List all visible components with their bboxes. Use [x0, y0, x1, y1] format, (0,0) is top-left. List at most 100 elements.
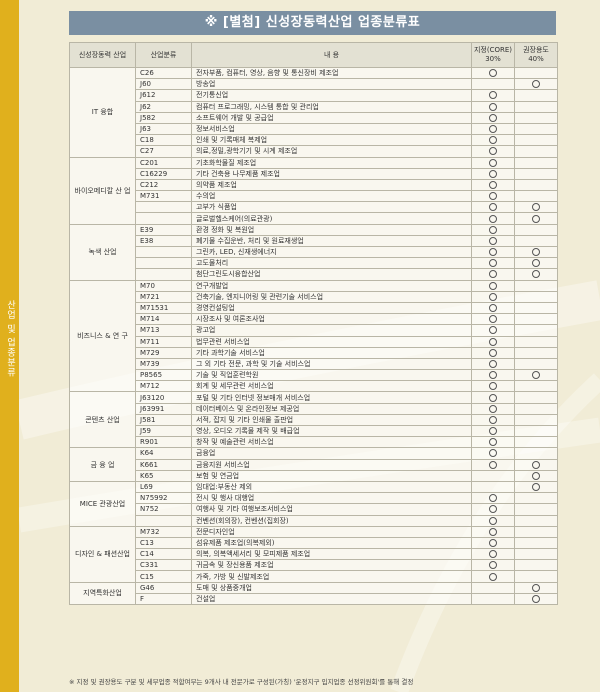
- industry-group-name: MICE 관광산업: [69, 480, 136, 527]
- industry-code: M71531: [135, 301, 192, 315]
- industry-content: 기타 건축용 나무제품 제조업: [191, 167, 472, 180]
- industry-code: [135, 257, 192, 270]
- circle-mark-icon: [489, 259, 497, 268]
- industry-content: 여행사 및 기타 여행보조서비스업: [191, 503, 472, 516]
- industry-content: 컨벤션(회의장), 컨벤션(집회장): [191, 514, 472, 527]
- industry-code: R901: [135, 436, 192, 449]
- designation-mark-cell: [471, 212, 515, 225]
- recommended-mark-cell: [514, 436, 558, 449]
- recommended-mark-cell: [514, 503, 558, 516]
- header-designation: 지정(CORE) 30%: [471, 42, 515, 68]
- table-row: M729 기타 과학기술 서비스업: [70, 346, 558, 359]
- circle-mark-icon: [532, 248, 540, 257]
- table-row: J63991 데이터베이스 및 온라인정보 제공업: [70, 402, 558, 415]
- header-designation-line2: 30%: [485, 55, 501, 63]
- table-row: 녹색 산업 E39 환경 정화 및 복원업: [69, 223, 558, 281]
- industry-content: 포털 및 기타 인터넷 정보매개 서비스업: [191, 391, 472, 404]
- table-row: J63 정보서비스업: [70, 122, 558, 136]
- industry-code: G46: [135, 581, 192, 594]
- industry-content: 임대업:부동산 제외: [191, 480, 472, 494]
- industry-content: 전문디자인업: [191, 525, 472, 538]
- circle-mark-icon: [532, 259, 540, 268]
- table-row: P8565 기술 및 직업훈련학원: [70, 369, 558, 382]
- designation-mark-cell: [471, 570, 515, 583]
- industry-content: 회계 및 세무관련 서비스업: [191, 380, 472, 393]
- recommended-mark-cell: [514, 223, 558, 236]
- designation-mark-cell: [471, 245, 515, 259]
- table-row: R901 창작 및 예술관련 서비스업: [70, 436, 558, 449]
- designation-mark-cell: [471, 335, 515, 348]
- recommended-mark-cell: [514, 424, 558, 438]
- industry-code: J612: [135, 89, 192, 102]
- designation-mark-cell: [471, 559, 515, 572]
- industry-content: 창작 및 예술관련 서비스업: [191, 436, 472, 449]
- recommended-mark-cell: [514, 548, 558, 561]
- table-row: J612 전기통신업: [70, 89, 558, 102]
- table-row: C13 섬유제품 제조업(의복제외): [70, 536, 558, 550]
- circle-mark-icon: [489, 147, 497, 156]
- circle-mark-icon: [489, 572, 497, 581]
- industry-content: 정보서비스업: [191, 122, 472, 136]
- industry-code: E38: [135, 234, 192, 248]
- industry-content: 가죽, 가방 및 신발제조업: [191, 570, 472, 583]
- industry-code: [135, 245, 192, 259]
- designation-mark-cell: [471, 301, 515, 315]
- recommended-mark-cell: [514, 290, 558, 303]
- recommended-mark-cell: [514, 469, 558, 482]
- recommended-mark-cell: [514, 324, 558, 337]
- table-row: 콘텐츠 산업 J63120 포털 및 기타 인터넷 정보매개 서비스업: [69, 391, 558, 449]
- circle-mark-icon: [489, 102, 497, 111]
- circle-mark-icon: [489, 348, 497, 357]
- circle-mark-icon: [489, 304, 497, 313]
- designation-mark-cell: [471, 413, 515, 427]
- circle-mark-icon: [489, 169, 497, 178]
- industry-content: 전기통신업: [191, 89, 472, 102]
- header-designation-line1: 지정(CORE): [473, 46, 513, 54]
- recommended-mark-cell: [514, 357, 558, 371]
- circle-mark-icon: [489, 281, 497, 290]
- industry-content: 데이터베이스 및 온라인정보 제공업: [191, 402, 472, 415]
- table-row: 바이오메디칼 산 업 C201 기초화학물질 제조업: [69, 156, 558, 225]
- recommended-mark-cell: [514, 234, 558, 248]
- table-row: F 건설업: [70, 592, 558, 606]
- table-row: N75992 전시 및 행사 대행업: [70, 492, 558, 505]
- recommended-mark-cell: [514, 78, 558, 91]
- recommended-mark-cell: [514, 413, 558, 427]
- designation-mark-cell: [471, 268, 515, 281]
- circle-mark-icon: [489, 180, 497, 189]
- industry-content: 섬유제품 제조업(의복제외): [191, 536, 472, 550]
- industry-code: K661: [135, 458, 192, 471]
- industry-content: 전시 및 행사 대행업: [191, 492, 472, 505]
- header-recommended-line1: 권장용도: [523, 46, 549, 54]
- recommended-mark-cell: [514, 100, 558, 113]
- industry-code: C15: [135, 570, 192, 583]
- circle-mark-icon: [489, 248, 497, 257]
- circle-mark-icon: [532, 80, 540, 89]
- table-row: C14 의복, 의복액세서리 및 모피제품 제조업: [70, 548, 558, 561]
- recommended-mark-cell: [514, 212, 558, 225]
- recommended-mark-cell: [514, 122, 558, 136]
- recommended-mark-cell: [514, 201, 558, 214]
- industry-content: 경영컨설팅업: [191, 301, 472, 315]
- circle-mark-icon: [489, 337, 497, 346]
- recommended-mark-cell: [514, 458, 558, 471]
- recommended-mark-cell: [514, 514, 558, 527]
- table-row: J62 컴퓨터 프로그래밍, 시스템 통합 및 관리업: [70, 100, 558, 113]
- circle-mark-icon: [489, 192, 497, 201]
- industry-code: J62: [135, 100, 192, 113]
- table-row: M71531 경영컨설팅업: [70, 301, 558, 315]
- designation-mark-cell: [471, 134, 515, 147]
- industry-content: 방송업: [191, 78, 472, 91]
- industry-content: 건축기술, 엔지니어링 및 관련기술 서비스업: [191, 290, 472, 303]
- industry-code: M70: [135, 279, 192, 292]
- industry-code: J63991: [135, 402, 192, 415]
- recommended-mark-cell: [514, 402, 558, 415]
- designation-mark-cell: [471, 525, 515, 538]
- header-content: 내 용: [191, 42, 472, 68]
- circle-mark-icon: [489, 438, 497, 447]
- table-row: C27 의료,정밀,광학기기 및 시계 제조업: [70, 145, 558, 158]
- circle-mark-icon: [489, 270, 497, 279]
- industry-code: C26: [135, 66, 192, 80]
- industry-group-name: 바이오메디칼 산 업: [69, 156, 136, 225]
- industry-code: [135, 268, 192, 281]
